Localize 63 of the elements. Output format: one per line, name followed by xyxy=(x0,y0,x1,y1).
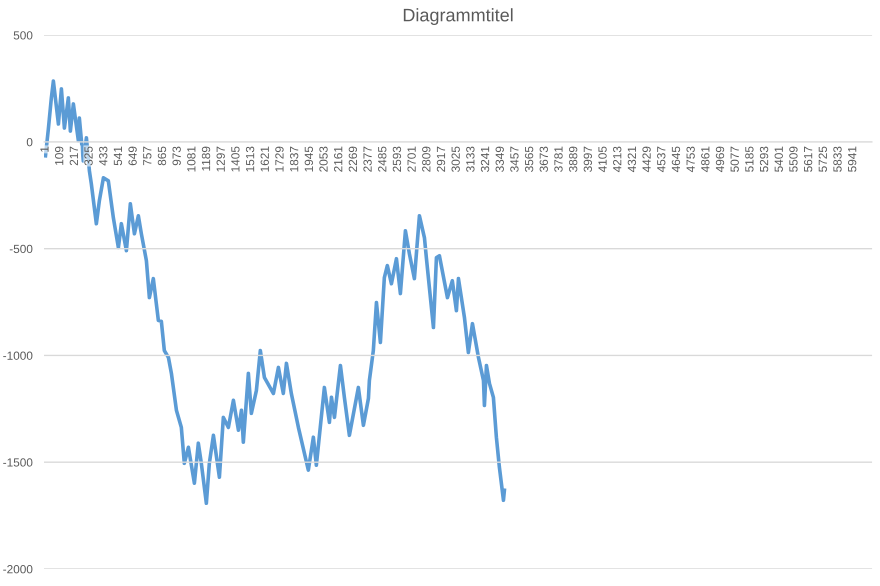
x-tick-label: 5509 xyxy=(789,146,798,172)
x-tick-label: 757 xyxy=(143,146,152,166)
x-tick-label: 5077 xyxy=(730,146,739,172)
x-tick-label: 5401 xyxy=(774,146,783,172)
x-tick-label: 1945 xyxy=(304,146,313,172)
x-tick-label: 217 xyxy=(70,146,78,166)
x-tick-label: 2269 xyxy=(348,146,358,172)
y-tick-label: 0 xyxy=(26,138,32,146)
x-tick-label: 2593 xyxy=(392,146,402,172)
x-tick-label: 2809 xyxy=(422,146,430,172)
x-tick-label: 1621 xyxy=(260,146,269,172)
x-tick-label: 325 xyxy=(84,146,93,166)
x-tick-label: 4753 xyxy=(686,146,695,172)
x-tick-label: 3673 xyxy=(540,146,548,172)
x-tick-label: 2377 xyxy=(363,146,372,172)
x-tick-label: 3997 xyxy=(584,146,592,172)
x-tick-label: 3565 xyxy=(524,146,534,172)
x-tick-label: 2053 xyxy=(319,146,328,172)
x-tick-label: 109 xyxy=(54,146,64,165)
x-tick-label: 4861 xyxy=(701,146,710,172)
x-tick-label: 865 xyxy=(158,146,166,166)
x-tick-label: 4969 xyxy=(716,146,724,172)
x-tick-label: 1729 xyxy=(275,146,284,172)
x-tick-label: 433 xyxy=(99,146,108,166)
x-tick-label: 4537 xyxy=(657,146,666,172)
x-tick-label: 2701 xyxy=(407,146,416,172)
x-tick-label: 5725 xyxy=(818,146,827,172)
x-tick-label: 1837 xyxy=(290,146,298,172)
x-tick-label: 1189 xyxy=(202,146,210,171)
x-tick-label: 4105 xyxy=(598,146,607,172)
x-tick-label: 4321 xyxy=(628,146,636,172)
x-tick-label: 2485 xyxy=(378,146,386,172)
x-tick-label: 1081 xyxy=(187,146,196,172)
x-tick-label: 5293 xyxy=(760,146,768,172)
y-tick-label: 500 xyxy=(14,31,32,40)
x-tick-label: 2161 xyxy=(334,146,342,172)
x-tick-label: 1513 xyxy=(246,146,254,172)
y-tick-label: -1500 xyxy=(3,458,32,467)
y-tick-label: -1000 xyxy=(3,352,32,360)
x-tick-label: 3241 xyxy=(480,146,490,172)
x-tick-label: 5185 xyxy=(745,146,754,172)
x-tick-label: 5833 xyxy=(833,146,842,172)
x-tick-label: 3457 xyxy=(510,146,519,172)
x-tick-label: 4429 xyxy=(642,146,651,172)
x-tick-label: 4645 xyxy=(672,146,680,172)
x-tick-label: 1405 xyxy=(231,146,240,172)
x-tick-label: 973 xyxy=(172,146,181,166)
x-tick-label: 541 xyxy=(114,146,122,166)
chart-title: Diagrammtitel xyxy=(404,8,513,26)
x-tick-label: 4213 xyxy=(613,146,622,172)
y-tick-label: -500 xyxy=(10,244,32,254)
x-tick-label: 2917 xyxy=(436,146,446,172)
x-tick-label: 649 xyxy=(128,146,137,166)
x-tick-label: 1297 xyxy=(216,146,225,172)
x-tick-label: 3133 xyxy=(466,146,475,172)
x-tick-label: 3781 xyxy=(554,146,563,172)
x-tick-label: 3889 xyxy=(568,146,578,172)
x-tick-label: 1 xyxy=(40,146,49,152)
y-tick-label: -2000 xyxy=(3,565,32,574)
x-tick-label: 5617 xyxy=(804,146,812,172)
x-tick-label: 5941 xyxy=(848,146,856,172)
x-tick-label: 3025 xyxy=(451,146,460,172)
x-tick-label: 3349 xyxy=(496,146,504,172)
